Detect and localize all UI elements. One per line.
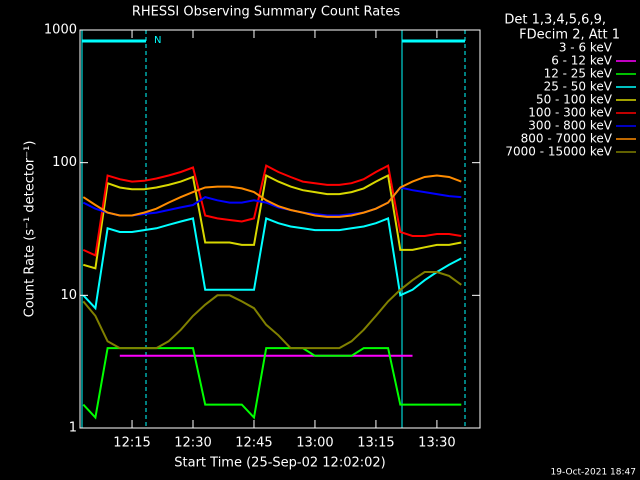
series-line (82, 271, 462, 350)
legend-label: 3 - 6 keV (559, 41, 613, 55)
legend-label: 7000 - 15000 keV (505, 145, 612, 159)
x-tick-label: 12:15 (113, 436, 150, 451)
y-tick-label: 100 (52, 155, 77, 170)
x-tick-label: 13:00 (296, 436, 333, 451)
chart-title: RHESSI Observing Summary Count Rates (132, 5, 401, 20)
legend-label: 12 - 25 keV (544, 67, 613, 81)
series-line (82, 164, 462, 257)
series-line (82, 217, 462, 311)
series-line (82, 347, 462, 420)
legend-label: 100 - 300 keV (528, 106, 612, 120)
legend-header: FDecim 2, Att 1 (519, 28, 620, 43)
legend-header: Det 1,3,4,5,6,9, (504, 13, 606, 28)
annotation: N (154, 35, 161, 46)
legend-label: 25 - 50 keV (544, 80, 613, 94)
y-tick-label: 1 (69, 421, 77, 436)
footer-date: 19-Oct-2021 18:47 (551, 468, 636, 478)
y-tick-label: 1000 (44, 23, 77, 38)
x-tick-label: 12:45 (235, 436, 272, 451)
legend-label: 300 - 800 keV (528, 119, 612, 133)
series-line (83, 173, 462, 270)
legend-label: 800 - 7000 keV (521, 132, 613, 146)
x-tick-label: 12:30 (174, 436, 211, 451)
legend-label: 50 - 100 keV (536, 93, 613, 107)
night-markers (81, 30, 466, 428)
series-line (82, 174, 462, 218)
x-tick-label: 13:30 (418, 436, 455, 451)
y-tick-label: 10 (60, 288, 77, 303)
x-axis-label: Start Time (25-Sep-02 12:02:02) (174, 456, 385, 471)
x-tick-label: 13:15 (357, 436, 394, 451)
legend-label: 6 - 12 keV (551, 54, 613, 68)
y-axis-label: Count Rate (s⁻¹ detector⁻¹) (23, 141, 38, 318)
plot-lines (82, 164, 462, 420)
plot-frame (79, 29, 481, 429)
series-line (82, 186, 462, 217)
